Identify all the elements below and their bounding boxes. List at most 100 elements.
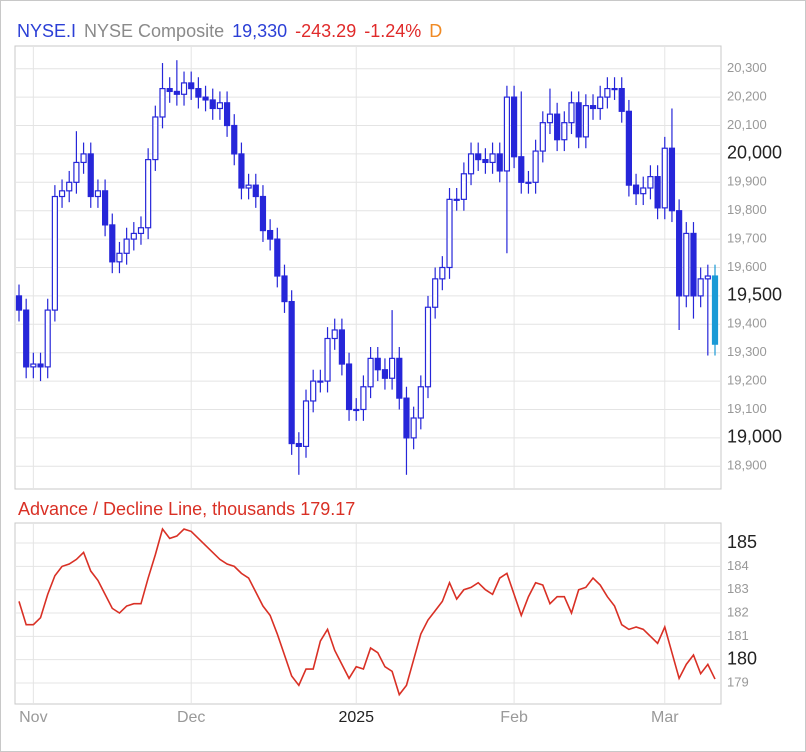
candle-body xyxy=(245,184,252,189)
candle-body xyxy=(80,153,87,164)
candle-body xyxy=(37,363,44,368)
candle-body xyxy=(525,181,532,184)
candle-body xyxy=(446,198,453,269)
y-tick-label: 183 xyxy=(727,581,749,596)
y-tick-label: 184 xyxy=(727,558,749,573)
y-tick-label: 19,900 xyxy=(727,174,767,189)
candle-body xyxy=(44,309,51,368)
candle-body xyxy=(209,99,216,110)
y-tick-label: 185 xyxy=(727,532,757,552)
candle-body xyxy=(518,156,525,183)
candle-body xyxy=(137,227,145,235)
candle-body xyxy=(618,87,625,112)
grid xyxy=(15,46,721,704)
candle-body xyxy=(439,266,446,280)
ad-line xyxy=(18,527,716,697)
candle-body xyxy=(403,397,410,439)
x-tick-label: Nov xyxy=(19,709,47,726)
candle-body xyxy=(51,195,58,311)
candle-body xyxy=(109,224,116,263)
y-tick-label: 19,400 xyxy=(727,316,767,331)
candle-body xyxy=(389,357,396,379)
candle-body xyxy=(704,275,711,280)
candle-body xyxy=(331,329,338,340)
candle-body xyxy=(324,337,331,382)
candle-body xyxy=(654,176,661,209)
candle-body xyxy=(66,181,73,192)
quote-header: NYSE.I NYSE Composite 19,330 -243.29 -1.24% D xyxy=(17,21,450,42)
candle-body xyxy=(640,187,647,195)
y-tick-label: 19,100 xyxy=(727,401,767,416)
y-tick-label: 19,200 xyxy=(727,373,767,388)
x-tick-label: 2025 xyxy=(338,709,374,726)
candle-body xyxy=(267,229,274,240)
candle-body xyxy=(589,105,597,110)
candle-body xyxy=(632,184,640,195)
candle-body xyxy=(690,232,697,297)
candle-body xyxy=(597,96,604,110)
candle-body xyxy=(252,184,259,198)
candle-body xyxy=(661,147,668,209)
y-tick-label: 20,200 xyxy=(727,89,767,104)
symbol: NYSE.I xyxy=(17,21,77,41)
candle-body xyxy=(281,275,288,303)
candle-body xyxy=(360,386,367,411)
candle-body xyxy=(396,357,403,399)
candle-body xyxy=(475,153,482,161)
candle-body xyxy=(676,210,683,297)
candle-body xyxy=(288,300,295,445)
candle-body xyxy=(295,442,302,448)
candle-body xyxy=(353,408,360,412)
candle-body xyxy=(697,278,704,297)
change: -243.29 xyxy=(295,21,357,41)
candle-body xyxy=(116,252,123,263)
y-tick-label: 181 xyxy=(727,628,749,643)
candle-body xyxy=(503,96,511,172)
candle-body xyxy=(568,102,575,124)
candle-body xyxy=(30,363,37,368)
index-name: NYSE Composite xyxy=(84,21,225,41)
candle-body xyxy=(102,190,109,226)
candle-body xyxy=(546,113,554,124)
candle-body xyxy=(345,363,353,411)
y-tick-label: 19,600 xyxy=(727,259,767,274)
y-tick-label: 182 xyxy=(727,604,749,619)
candle-body xyxy=(367,357,374,388)
candle-body xyxy=(575,102,582,138)
candle-body xyxy=(123,238,130,254)
candle-body xyxy=(87,153,94,198)
x-tick-label: Dec xyxy=(177,709,205,726)
candle-body xyxy=(625,110,632,186)
candle-body xyxy=(338,329,345,365)
candle-body xyxy=(231,124,238,155)
y-tick-label: 19,000 xyxy=(727,427,782,447)
candle-body xyxy=(532,150,539,183)
candle-body xyxy=(460,173,467,200)
candle-body xyxy=(159,87,166,118)
candle-body xyxy=(173,90,180,95)
candle-body xyxy=(467,153,475,175)
candle-body xyxy=(310,380,317,402)
candle-body xyxy=(561,122,568,141)
period: D xyxy=(429,21,443,41)
candle-body xyxy=(424,306,432,388)
candle-body xyxy=(238,153,245,189)
y-tick-label: 19,300 xyxy=(727,344,767,359)
candle-body xyxy=(274,238,281,277)
candle-body xyxy=(496,153,503,172)
ad-title-text: Advance / Decline Line, thousands xyxy=(18,499,295,519)
ad-last-value: 179.17 xyxy=(300,499,355,519)
candle-body xyxy=(94,190,102,198)
candle-body xyxy=(188,82,195,90)
candle-body xyxy=(130,232,137,240)
candle-body xyxy=(611,87,618,91)
candle-body xyxy=(58,190,66,198)
candle-body xyxy=(152,116,159,161)
candle-body xyxy=(23,309,30,368)
y-tick-label: 19,800 xyxy=(727,202,767,217)
candle-body xyxy=(432,278,439,308)
y-tick-label: 19,700 xyxy=(727,231,767,246)
y-tick-label: 18,900 xyxy=(727,458,767,473)
